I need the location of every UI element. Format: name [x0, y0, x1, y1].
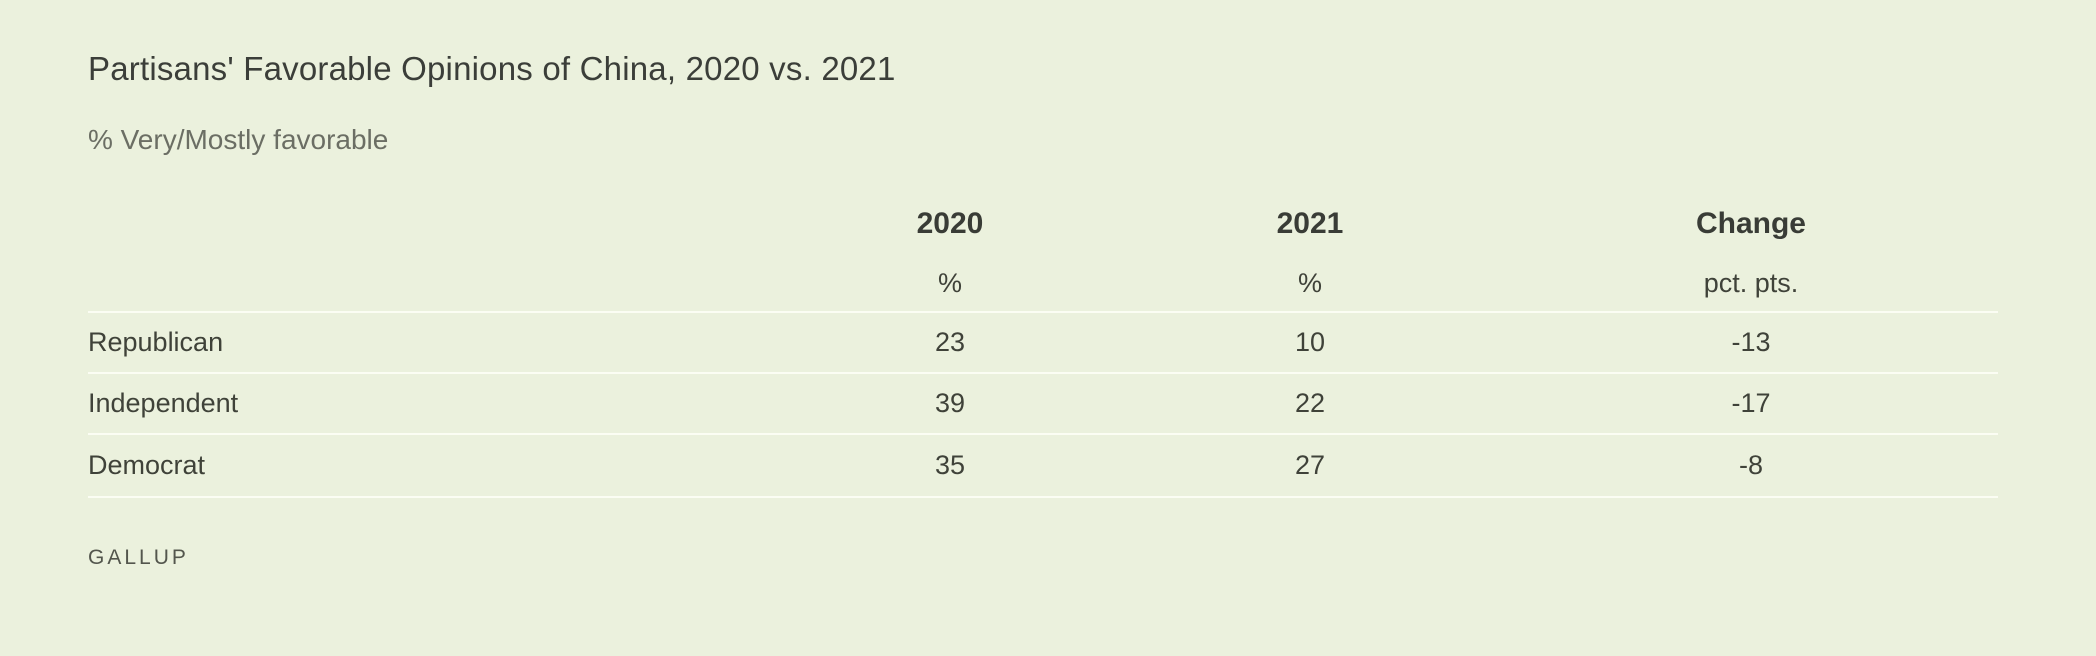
table-units-row: % % pct. pts.: [88, 260, 1998, 306]
table-row: Democrat 35 27 -8: [88, 435, 1998, 496]
row-label-independent: Independent: [88, 388, 239, 418]
table-row: Independent 39 22 -17: [88, 374, 1998, 433]
row-label-republican: Republican: [88, 327, 224, 357]
value-independent-2020: 39: [934, 388, 966, 418]
row-separator: [88, 311, 1998, 313]
value-democrat-2021: 27: [1294, 450, 1326, 480]
column-header-2020: 2020: [916, 207, 984, 240]
table-header-row: 2020 2021 Change: [88, 200, 1998, 248]
row-separator: [88, 372, 1998, 374]
value-democrat-2020: 35: [934, 450, 966, 480]
unit-2020: %: [937, 267, 962, 298]
unit-change: pct. pts.: [1703, 267, 1799, 298]
gallup-brand-mark: GALLUP: [88, 546, 189, 569]
row-separator: [88, 433, 1998, 435]
page-subtitle: % Very/Mostly favorable: [88, 124, 389, 155]
column-header-2021: 2021: [1276, 207, 1344, 240]
row-separator: [88, 496, 1998, 498]
value-republican-2020: 23: [934, 327, 966, 357]
page-title: Partisans' Favorable Opinions of China, …: [88, 50, 896, 87]
value-republican-2021: 10: [1294, 327, 1326, 357]
table-row: Republican 23 10 -13: [88, 313, 1998, 372]
value-democrat-change: -8: [1738, 450, 1763, 480]
column-header-change: Change: [1695, 207, 1806, 240]
value-republican-change: -13: [1731, 327, 1771, 357]
value-independent-change: -17: [1731, 388, 1771, 418]
row-label-democrat: Democrat: [88, 450, 206, 480]
value-independent-2021: 22: [1294, 388, 1326, 418]
unit-2021: %: [1297, 267, 1322, 298]
